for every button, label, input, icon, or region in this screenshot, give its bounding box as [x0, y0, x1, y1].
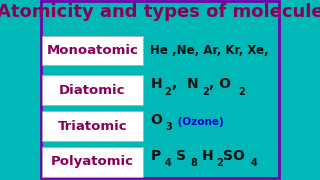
Text: P: P [150, 149, 161, 163]
Text: Monoatomic: Monoatomic [46, 44, 138, 57]
Text: , O: , O [210, 77, 231, 91]
Text: 4: 4 [165, 159, 172, 168]
Text: SO: SO [223, 149, 244, 163]
Text: 4: 4 [251, 159, 257, 168]
Text: He ,Ne, Ar, Kr, Xe,: He ,Ne, Ar, Kr, Xe, [150, 44, 269, 57]
FancyBboxPatch shape [42, 147, 143, 177]
FancyBboxPatch shape [42, 111, 143, 141]
Text: 2: 2 [238, 87, 245, 96]
Text: H: H [202, 149, 214, 163]
Text: Atomicity and types of molecule: Atomicity and types of molecule [0, 3, 320, 21]
Text: Triatomic: Triatomic [58, 120, 127, 132]
FancyBboxPatch shape [42, 75, 143, 105]
Text: Diatomic: Diatomic [59, 84, 126, 96]
FancyBboxPatch shape [39, 0, 281, 26]
Text: 3: 3 [165, 123, 172, 132]
Text: 2: 2 [164, 87, 171, 96]
Text: S: S [176, 149, 186, 163]
Text: 8: 8 [190, 159, 197, 168]
Text: Polyatomic: Polyatomic [51, 156, 134, 168]
Text: (Ozone): (Ozone) [174, 117, 224, 127]
Text: O: O [150, 113, 162, 127]
Text: H: H [150, 77, 162, 91]
Text: 2: 2 [202, 87, 209, 96]
Text: ,  N: , N [172, 77, 199, 91]
FancyBboxPatch shape [42, 36, 143, 65]
Text: 2: 2 [216, 159, 223, 168]
